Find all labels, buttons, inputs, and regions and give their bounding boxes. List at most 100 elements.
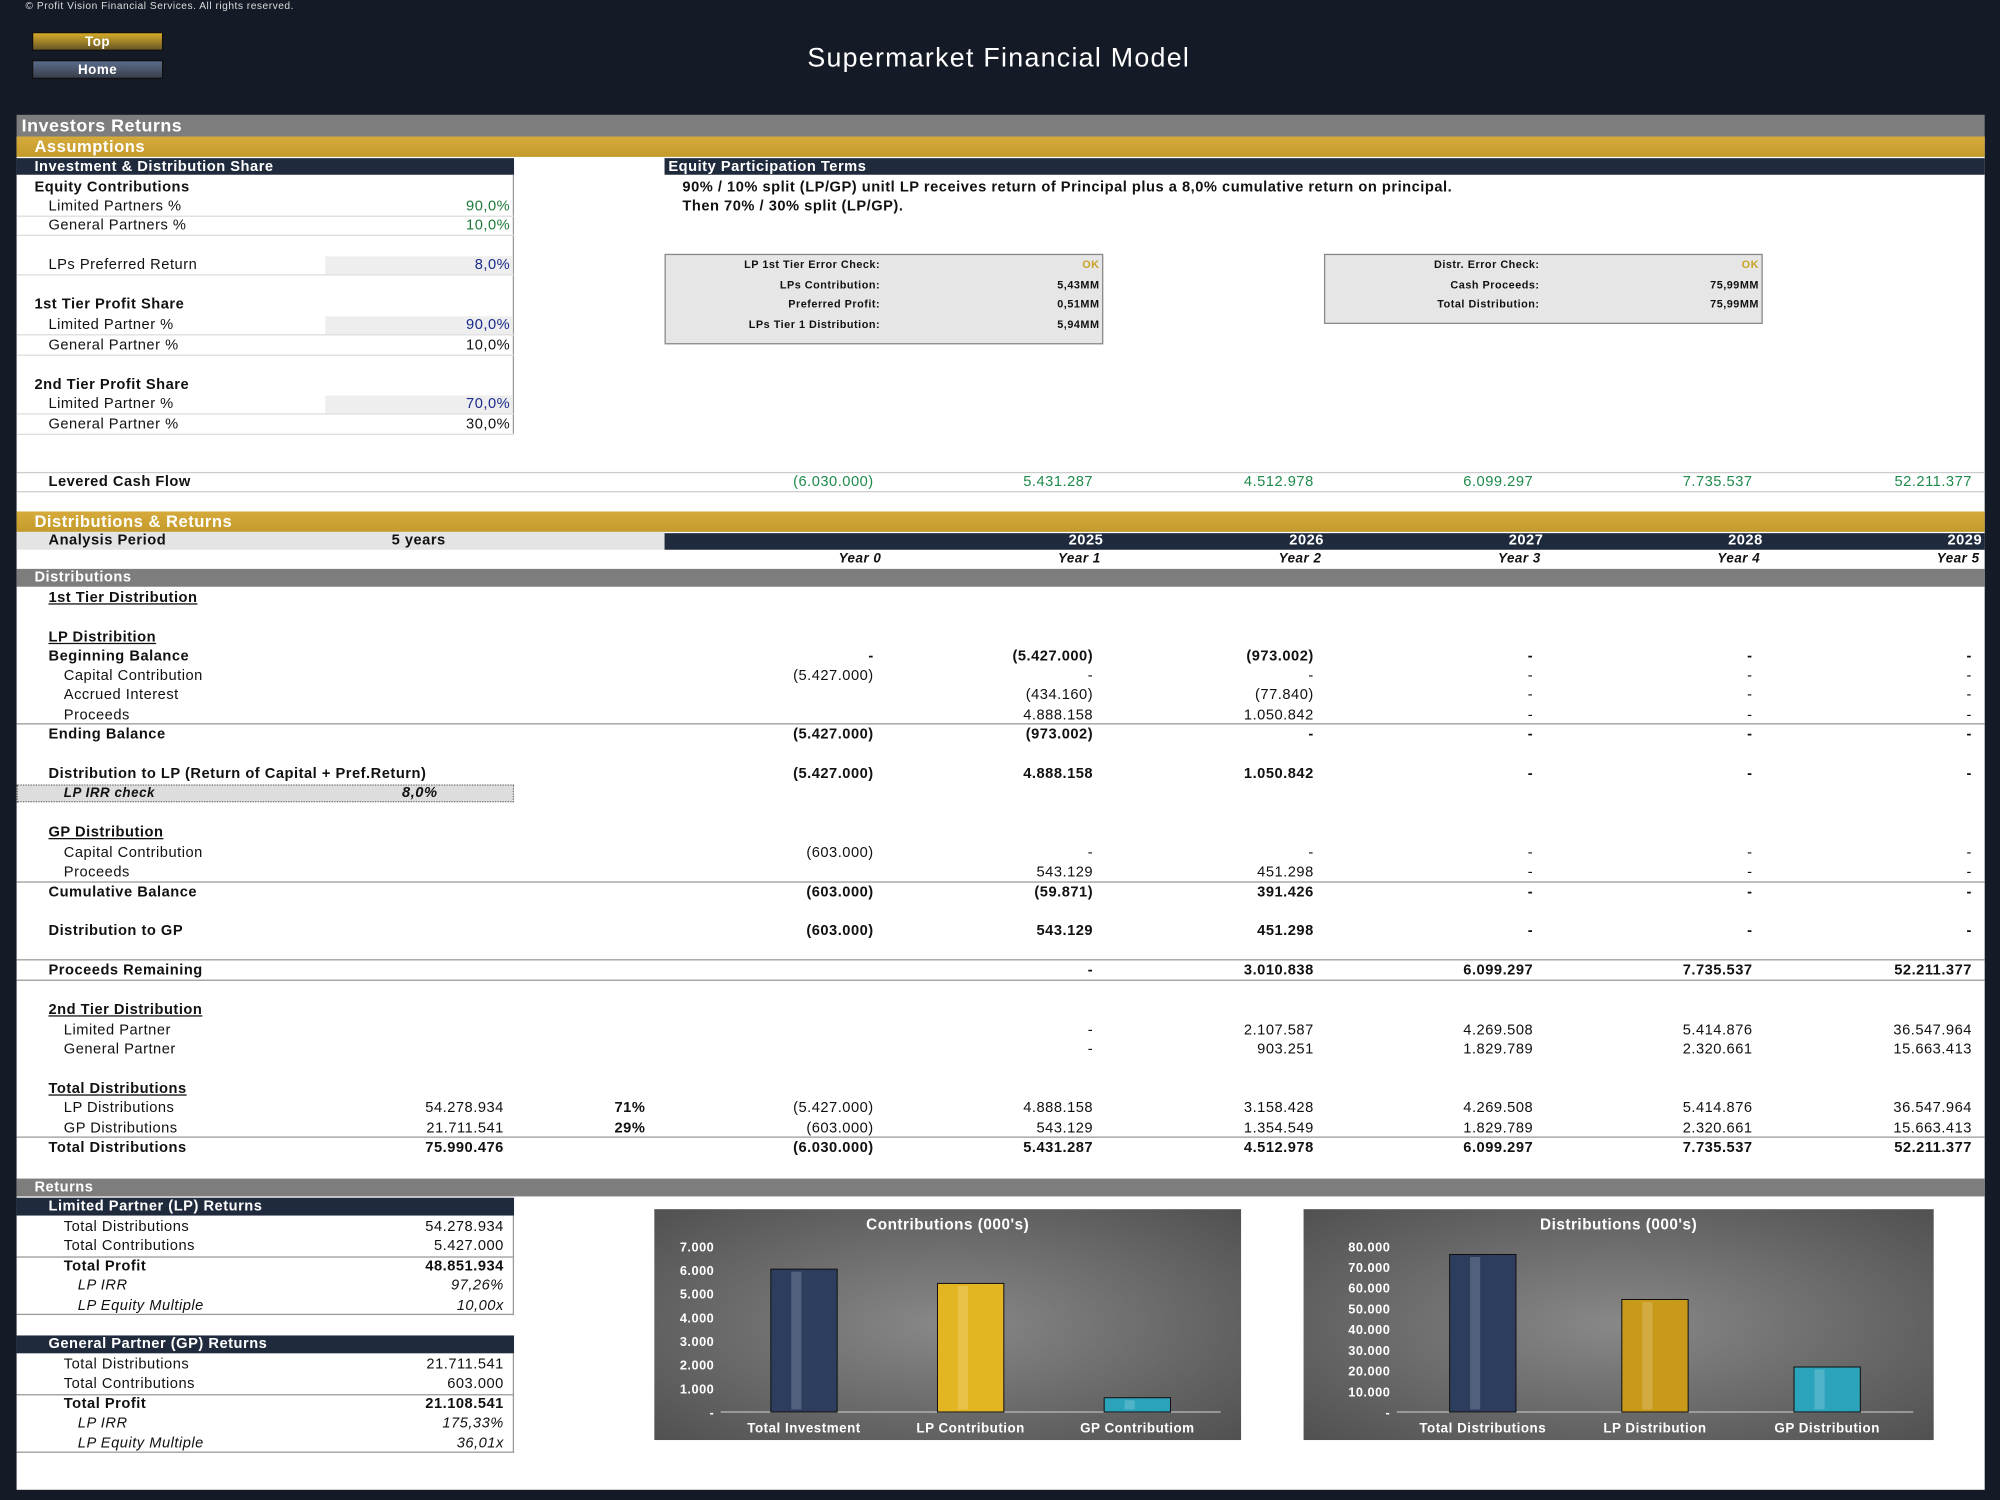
nav-button[interactable]: Top [31, 31, 164, 52]
row-value: - [1527, 727, 1534, 743]
row-value: - [1747, 707, 1753, 724]
row-value: 175,33% [442, 1416, 504, 1432]
row-value: (434.160) [1025, 687, 1094, 703]
row-label: LP Equity Multiple [77, 1297, 204, 1314]
row-label: Total Distributions [48, 1081, 187, 1097]
row-label: Total Contributions [63, 1239, 195, 1255]
row-label: Ending Balance [48, 727, 166, 743]
y-tick-label: - [710, 1405, 715, 1420]
y-tick-label: 70.000 [1348, 1260, 1390, 1275]
row-label: General Partners % [48, 218, 187, 234]
check-label: Preferred Profit: [788, 297, 881, 311]
row-label: LP IRR check [63, 785, 156, 802]
row-value: 4.269.508 [1463, 1100, 1534, 1117]
nav-button[interactable]: Home [31, 59, 164, 80]
bar [1449, 1253, 1517, 1413]
returns-heading-text: Limited Partner (LP) Returns [48, 1198, 263, 1215]
x-tick-label: Total Investment [747, 1420, 860, 1435]
row-value: 90,0% [466, 317, 511, 333]
row-value: - [1966, 845, 1972, 861]
row-label: Proceeds [63, 864, 130, 881]
row-value: 4.888.158 [1023, 1100, 1094, 1117]
row-value: 52.211.377 [1894, 1140, 1972, 1156]
bar [770, 1268, 838, 1413]
row-value: 6.099.297 [1463, 1140, 1534, 1156]
input-cell [325, 256, 513, 275]
row-value: 21.108.541 [425, 1396, 504, 1412]
row-value: 3.010.838 [1243, 963, 1314, 979]
row-value: - [1527, 864, 1534, 881]
row-value: - [1747, 864, 1753, 881]
row-value: 90,0% [466, 198, 511, 215]
row-value: 48.851.934 [425, 1258, 504, 1274]
row-label: General Partner % [48, 417, 179, 433]
row-value: 1.354.549 [1243, 1121, 1314, 1137]
row-value: 5.431.287 [1023, 1140, 1094, 1156]
row-value: - [1527, 766, 1534, 782]
row-label: Distribution to GP [48, 923, 184, 939]
bar-shine [791, 1271, 802, 1410]
period-name: Year 0 [838, 551, 882, 567]
assumptions-title: Assumptions [34, 136, 146, 156]
check-label: LPs Contribution: [779, 277, 881, 291]
row-total: 54.278.934 [425, 1100, 504, 1117]
row-value: (59.871) [1034, 885, 1094, 901]
row-value: - [1966, 707, 1972, 724]
section-title: Investors Returns [21, 114, 183, 136]
check-value: 5,43MM [1057, 277, 1100, 291]
row-label: Total Distributions [63, 1219, 190, 1235]
row-value: - [1747, 727, 1753, 743]
row-label: Levered Cash Flow [48, 474, 191, 490]
cash-flow-value: (6.030.000) [793, 474, 874, 490]
row-value: - [1527, 649, 1534, 665]
years-bar [664, 533, 1985, 550]
input-cell [325, 395, 513, 414]
row-label: LP Equity Multiple [77, 1435, 204, 1452]
row-label: Total Distributions [63, 1357, 190, 1373]
row-label: Total Profit [63, 1396, 147, 1412]
row-label: Capital Contribution [63, 668, 203, 684]
row-value: - [1087, 1042, 1094, 1058]
y-tick-label: 5.000 [680, 1287, 714, 1302]
row-value: 603.000 [447, 1376, 504, 1393]
row-value: 8,0% [474, 257, 511, 273]
row-value: (5.427.000) [1012, 649, 1094, 665]
row-value: 30,0% [466, 417, 511, 433]
row-value: 70,0% [466, 396, 511, 412]
row-value: 391.426 [1257, 885, 1314, 901]
row-line [16, 413, 515, 415]
page-title: Supermarket Financial Model [807, 43, 1191, 73]
row-value: 543.129 [1036, 1121, 1094, 1137]
bar-shine [957, 1285, 969, 1410]
row-value: 52.211.377 [1894, 963, 1972, 979]
row-value: - [1087, 1022, 1094, 1039]
row-label: General Partner % [48, 338, 179, 354]
row-border [16, 1136, 1985, 1138]
check-label: Cash Proceeds: [1450, 277, 1540, 291]
section-bar [16, 114, 1985, 137]
row-label: Total Profit [63, 1258, 147, 1274]
terms-line: 90% / 10% split (LP/GP) unitl LP receive… [682, 179, 1453, 196]
row-share: 71% [614, 1100, 646, 1117]
row-value: 36,01x [456, 1435, 504, 1452]
row-line [16, 491, 1985, 493]
row-label: Limited Partners % [48, 198, 182, 215]
bar [1621, 1298, 1689, 1413]
cash-flow-value: 52.211.377 [1894, 474, 1972, 490]
period-name: Year 5 [1936, 551, 1980, 567]
returns-heading-text: General Partner (GP) Returns [48, 1336, 268, 1353]
x-tick-label: GP Distribution [1774, 1420, 1880, 1435]
row-value: - [1747, 649, 1753, 665]
y-tick-label: 7.000 [680, 1239, 714, 1254]
row-label: GP Distributions [63, 1121, 178, 1137]
row-label: LP IRR [77, 1278, 128, 1294]
period-cell [16, 531, 665, 550]
row-line [16, 433, 515, 435]
y-tick-label: 1.000 [680, 1381, 714, 1396]
row-value: - [1747, 668, 1753, 684]
row-label: General Partner [63, 1042, 176, 1058]
y-tick-label: 50.000 [1348, 1301, 1390, 1316]
y-tick-label: 20.000 [1348, 1364, 1390, 1379]
row-value: - [1966, 766, 1972, 782]
chart-title: Contributions (000's) [866, 1217, 1029, 1234]
